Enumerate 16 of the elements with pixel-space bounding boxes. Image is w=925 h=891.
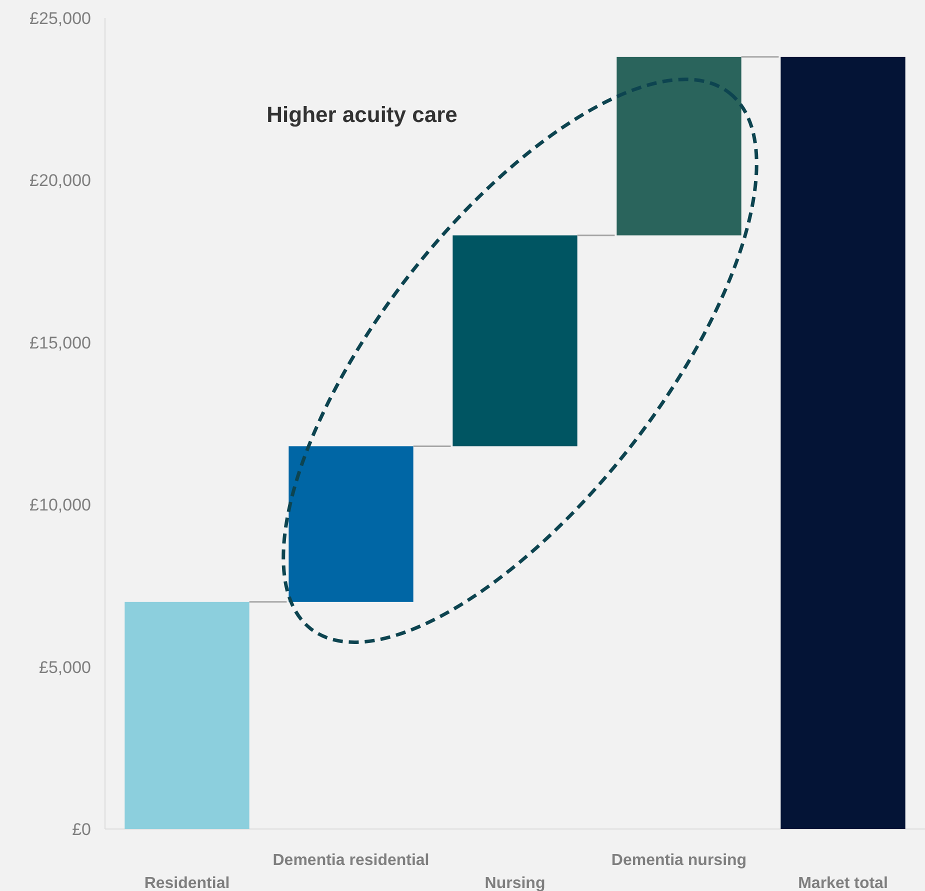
annotation: Higher acuity care — [266, 102, 458, 127]
y-tick-label: £25,000 — [30, 8, 91, 28]
bar — [124, 602, 250, 829]
bar — [616, 56, 742, 236]
y-tick-label: £10,000 — [30, 496, 91, 515]
y-tick-label: £0 — [72, 820, 91, 839]
bar — [780, 56, 906, 829]
bar — [288, 446, 414, 602]
y-tick-label: £20,000 — [30, 171, 91, 190]
x-tick-label: Dementia residential — [272, 852, 430, 869]
x-tick-label: Residential — [144, 875, 230, 891]
x-tick-label: Dementia nursing — [611, 852, 747, 869]
x-tick-label: Market total — [798, 875, 888, 891]
y-tick-label: £15,000 — [30, 333, 91, 352]
bar — [452, 235, 578, 446]
y-tick-label: £5,000 — [39, 658, 91, 677]
